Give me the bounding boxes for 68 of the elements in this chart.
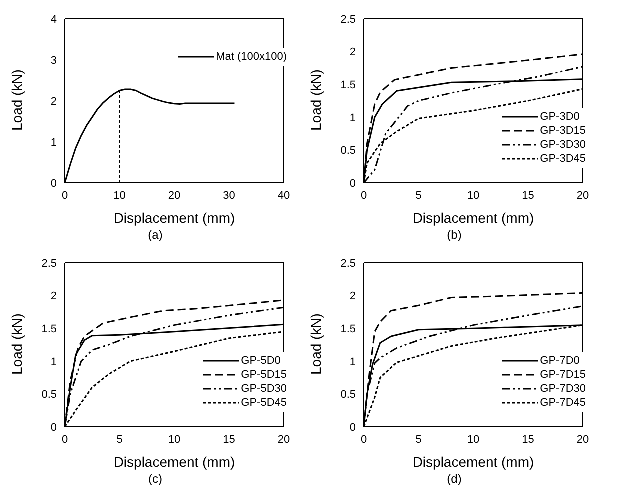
y-tick-label: 2.5 xyxy=(340,14,356,26)
legend-label: GP-3D0 xyxy=(540,111,580,123)
y-tick-label: 2.5 xyxy=(340,258,356,270)
legend-label: GP-5D45 xyxy=(241,397,287,409)
x-tick-label: 10 xyxy=(467,434,480,446)
y-tick-label: 2 xyxy=(50,96,57,108)
x-tick-label: 0 xyxy=(62,190,68,202)
y-axis-title: Load (kN) xyxy=(8,70,25,131)
x-tick-label: 5 xyxy=(116,434,123,446)
legend-label: GP-5D30 xyxy=(241,383,287,395)
y-axis-title: Load (kN) xyxy=(8,314,25,375)
y-tick-label: 1 xyxy=(50,356,57,368)
x-tick-label: 10 xyxy=(467,190,480,202)
y-tick-label: 1.5 xyxy=(340,80,356,92)
y-tick-label: 0.5 xyxy=(340,145,356,158)
y-tick-label: 1 xyxy=(50,136,57,149)
y-tick-label: 0 xyxy=(50,178,57,190)
x-axis-title: Displacement (mm) xyxy=(114,454,236,470)
y-tick-label: 2 xyxy=(350,290,356,303)
y-tick-label: 2.5 xyxy=(42,258,57,270)
y-tick-label: 2 xyxy=(50,290,57,303)
legend-label: GP-3D45 xyxy=(540,153,586,165)
legend-label: GP-7D0 xyxy=(540,355,580,367)
x-tick-label: 20 xyxy=(278,434,290,446)
x-tick-label: 0 xyxy=(360,434,368,446)
x-tick-label: 20 xyxy=(168,190,181,202)
y-tick-label: 0 xyxy=(350,422,356,434)
x-axis-title: Displacement (mm) xyxy=(412,210,534,226)
y-tick-label: 1 xyxy=(350,112,356,124)
y-tick-label: 2 xyxy=(350,46,356,59)
x-tick-label: 10 xyxy=(168,434,181,446)
x-tick-label: 5 xyxy=(416,190,422,202)
legend-label: GP-3D30 xyxy=(540,139,586,151)
y-tick-label: 1.5 xyxy=(42,324,57,336)
legend-label: GP-5D0 xyxy=(241,355,281,367)
text: (c) xyxy=(148,472,164,486)
x-axis-title: Displacement (mm) xyxy=(114,210,236,226)
x-tick-label: 20 xyxy=(576,434,590,446)
legend-label: Mat (100x100) xyxy=(216,51,287,63)
y-tick-label: 0 xyxy=(350,178,356,190)
x-tick-label: 20 xyxy=(576,190,590,202)
legend-label: GP-5D15 xyxy=(241,369,287,381)
text: (a) xyxy=(147,228,164,242)
y-tick-label: 1 xyxy=(350,356,356,368)
y-tick-label: 0 xyxy=(50,422,57,434)
x-tick-label: 15 xyxy=(522,190,534,202)
legend-label: GP-3D15 xyxy=(540,125,586,137)
x-tick-label: 10 xyxy=(114,190,126,202)
y-tick-label: 1.5 xyxy=(340,324,356,336)
x-tick-label: 0 xyxy=(62,434,68,446)
legend-label: GP-7D45 xyxy=(540,397,586,409)
legend-label: GP-7D30 xyxy=(540,383,586,395)
x-tick-label: 5 xyxy=(416,434,422,446)
x-tick-label: 15 xyxy=(223,434,236,446)
y-axis-title: Load (kN) xyxy=(308,314,324,375)
y-tick-label: 4 xyxy=(50,14,57,26)
legend-label: GP-7D15 xyxy=(540,369,586,381)
text: (d) xyxy=(446,472,463,486)
y-axis-title: Load (kN) xyxy=(308,70,324,131)
text: (b) xyxy=(446,228,463,242)
y-tick-label: 3 xyxy=(50,54,57,67)
y-tick-label: 0.5 xyxy=(42,389,57,402)
y-tick-label: 0.5 xyxy=(340,389,356,402)
x-tick-label: 0 xyxy=(360,190,368,202)
x-tick-label: 15 xyxy=(522,434,534,446)
x-tick-label: 30 xyxy=(223,190,236,202)
x-tick-label: 40 xyxy=(278,190,290,202)
x-axis-title: Displacement (mm) xyxy=(412,454,534,470)
